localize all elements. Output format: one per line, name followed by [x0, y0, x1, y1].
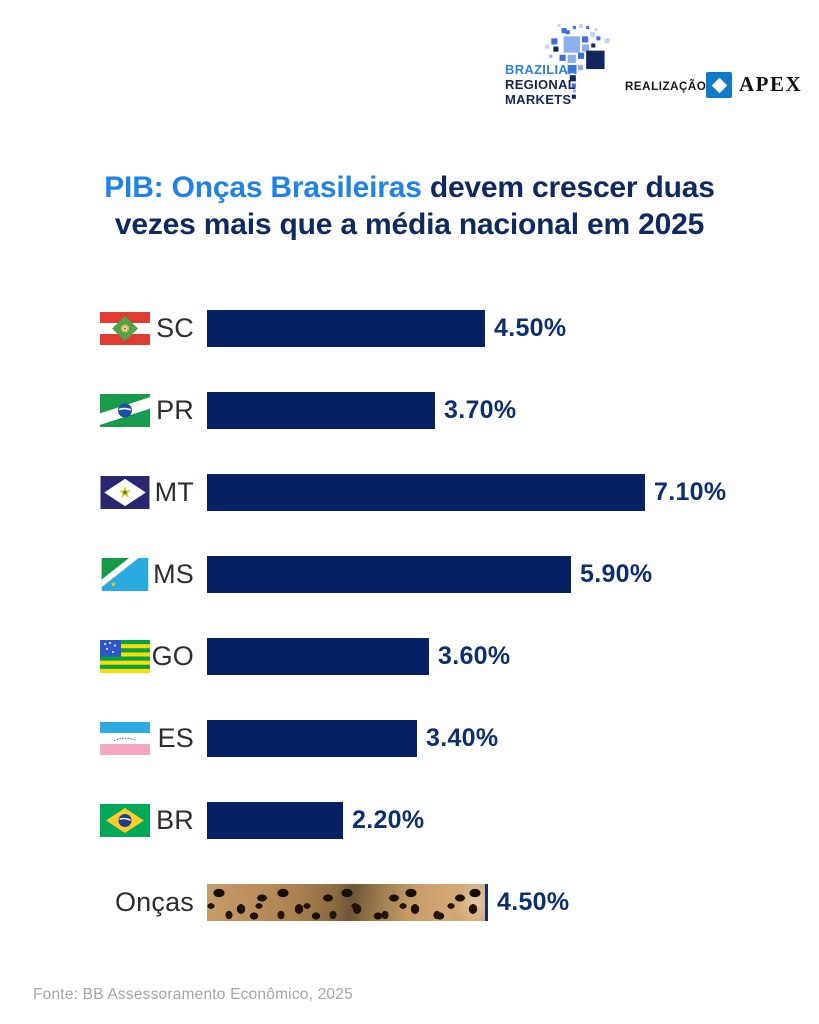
chart-row-ms: MS 5.90%	[0, 533, 819, 615]
bar-value: 7.10%	[654, 477, 727, 506]
chart-row-es: ES 3.40%	[0, 697, 819, 779]
brazil-pixel-map-logo	[545, 24, 610, 99]
bar-sc	[207, 309, 485, 347]
bar-go	[207, 637, 429, 675]
bar-value: 4.50%	[494, 313, 567, 342]
pib-bar-chart: SC 4.50% PR 3.70%	[0, 287, 819, 943]
page-title-highlight: PIB: Onças Brasileiras	[104, 171, 422, 204]
apex-wordmark: APEX	[739, 72, 803, 96]
flag-parana-icon	[100, 393, 150, 427]
flag-espirito-santo-icon	[100, 721, 150, 755]
bar-oncas-jaguar-pattern	[207, 883, 488, 921]
row-label: SC	[156, 312, 194, 343]
row-label: MT	[154, 476, 194, 507]
row-label: MS	[153, 558, 194, 589]
row-label: GO	[151, 640, 194, 671]
chart-row-br: BR 2.20%	[0, 779, 819, 861]
flag-santa-catarina-icon	[100, 311, 150, 345]
bar-value: 2.20%	[352, 805, 425, 834]
flag-mato-grosso-icon	[100, 475, 150, 509]
bar-br	[207, 801, 343, 839]
brand-line-3: MARKETS	[505, 92, 572, 108]
flag-goias-icon	[100, 639, 150, 673]
brand-line-1: BRAZILIAN	[505, 62, 578, 77]
page-title-rest: devem crescer duas vezes mais que a médi…	[114, 171, 715, 241]
source-note: Fonte: BB Assessoramento Econômico, 2025	[33, 986, 353, 1003]
brand-line-2: REGIONAL	[505, 77, 577, 93]
row-label: BR	[156, 804, 194, 835]
chart-row-sc: SC 4.50%	[0, 287, 819, 369]
row-label: PR	[156, 394, 194, 425]
chart-row-go: GO 3.60%	[0, 615, 819, 697]
bar-ms	[207, 555, 571, 593]
bar-pr	[207, 391, 435, 429]
bar-mt	[207, 473, 645, 511]
bar-es	[207, 719, 417, 757]
chart-row-pr: PR 3.70%	[0, 369, 819, 451]
row-label: Onças	[114, 886, 194, 917]
row-label: ES	[157, 722, 194, 753]
apex-diamond-icon	[711, 77, 727, 93]
page-title: PIB: Onças Brasileiras devem crescer dua…	[65, 170, 755, 244]
chart-row-oncas: Onças 4.50%	[0, 861, 819, 943]
flag-brazil-icon	[100, 803, 150, 837]
chart-row-mt: MT 7.10%	[0, 451, 819, 533]
brand-wordmark: BRAZILIAN REGIONAL MARKETS	[505, 62, 578, 107]
bar-value: 3.40%	[426, 723, 499, 752]
bar-value: 4.50%	[497, 887, 570, 916]
realizacao-label: REALIZAÇÃO	[625, 81, 707, 93]
bar-value: 3.60%	[438, 641, 511, 670]
bar-value: 5.90%	[580, 559, 653, 588]
flag-mato-grosso-do-sul-icon	[100, 557, 150, 591]
apex-logo-icon	[706, 72, 732, 98]
bar-value: 3.70%	[444, 395, 517, 424]
